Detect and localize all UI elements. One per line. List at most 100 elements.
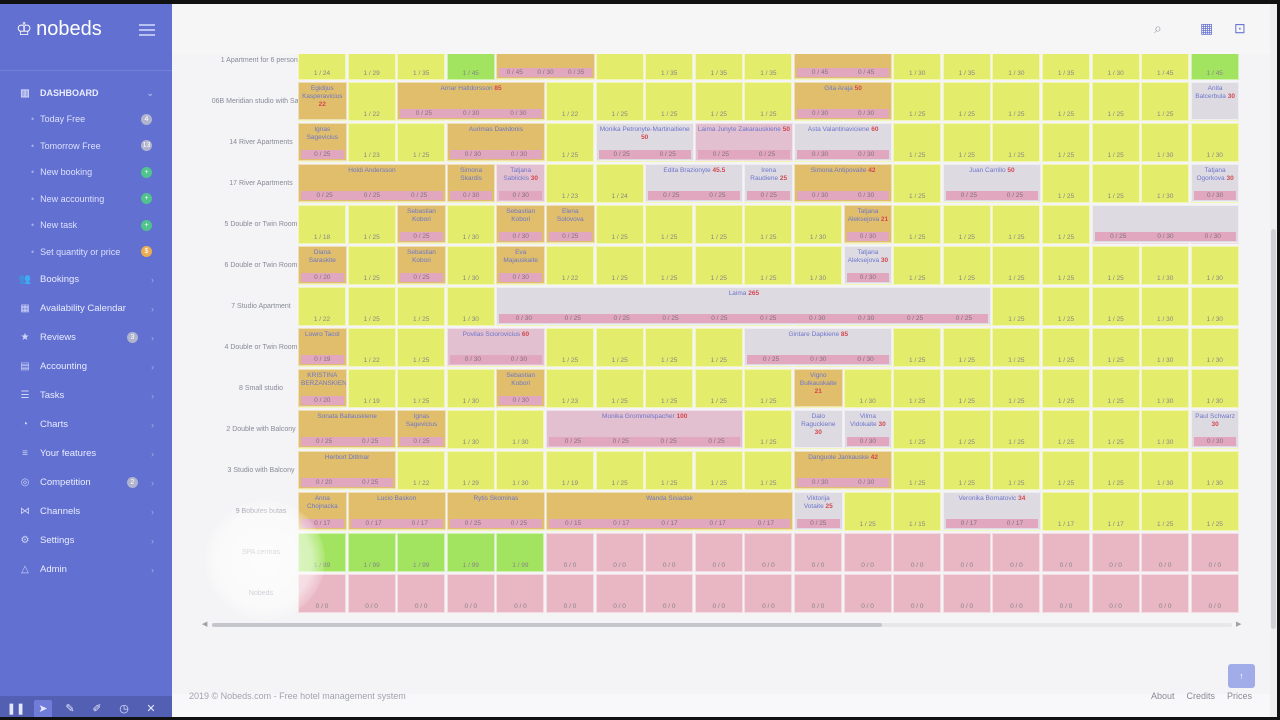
calendar-cell[interactable]: 1 / 25 bbox=[1091, 246, 1140, 285]
booking-block[interactable]: Anita Balcerbula 30 bbox=[1190, 82, 1240, 120]
calendar-cell[interactable]: 0 / 0 bbox=[1042, 533, 1090, 572]
calendar-cell[interactable]: 1 / 25 bbox=[893, 164, 942, 203]
calendar-cell[interactable]: 1 / 25 bbox=[942, 328, 991, 367]
room-label[interactable]: 4 Double or Twin Room bbox=[224, 344, 298, 351]
calendar-cell[interactable]: 1 / 19 bbox=[347, 369, 396, 408]
calendar-cell[interactable]: 1 / 25 bbox=[942, 369, 991, 408]
calendar-cell[interactable]: 1 / 25 bbox=[744, 82, 793, 121]
calendar-cell[interactable]: 1 / 45 bbox=[1190, 54, 1239, 80]
hamburger-menu-icon[interactable] bbox=[139, 24, 155, 36]
calendar-cell[interactable]: 1 / 25 bbox=[1091, 287, 1140, 326]
calendar-cell[interactable]: 1 / 25 bbox=[1091, 82, 1140, 121]
calendar-cell[interactable]: 1 / 30 bbox=[1190, 246, 1239, 285]
calendar-cell[interactable]: 1 / 25 bbox=[992, 246, 1041, 285]
calendar-cell[interactable]: 1 / 30 bbox=[1141, 451, 1190, 490]
calendar-cell[interactable]: 1 / 25 bbox=[645, 328, 694, 367]
calendar-cell[interactable]: 1 / 25 bbox=[1042, 410, 1090, 449]
booking-block[interactable]: Arnar Halldorsson 85 0 / 25 0 / 30 0 / 30 bbox=[397, 82, 545, 120]
booking-block[interactable]: Monika Petronyte-Martinaitiene 50 0 / 25 0… bbox=[595, 123, 694, 161]
calendar-cell[interactable]: 0 / 0 bbox=[992, 574, 1041, 613]
calendar-cell[interactable]: 1 / 30 bbox=[1190, 451, 1239, 490]
calendar-cell[interactable]: 0 / 0 bbox=[1190, 533, 1239, 572]
calendar-cell[interactable]: 1 / 25 bbox=[1042, 369, 1090, 408]
calendar-cell[interactable]: 1 / 99 bbox=[397, 533, 446, 572]
booking-block[interactable]: Juan Carrillo 50 0 / 25 0 / 25 bbox=[942, 164, 1041, 202]
horizontal-scrollbar[interactable]: ◀ ▶ bbox=[202, 621, 1242, 629]
calendar-cell[interactable]: 1 / 23 bbox=[546, 164, 594, 203]
calendar-cell[interactable]: 1 / 25 bbox=[992, 123, 1041, 162]
calendar-cell[interactable]: 1 / 25 bbox=[744, 246, 793, 285]
booking-block[interactable]: Monika Grommelspacher 100 0 / 25 0 / 25 0 /… bbox=[546, 410, 744, 448]
calendar-cell[interactable]: 0 / 0 bbox=[298, 574, 346, 613]
calendar-cell[interactable]: 1 / 25 bbox=[893, 205, 942, 244]
calendar-cell[interactable]: 1 / 25 bbox=[645, 82, 694, 121]
calendar-cell[interactable]: 1 / 30 bbox=[446, 369, 495, 408]
calendar-cell[interactable]: 1 / 23 bbox=[546, 369, 594, 408]
booking-block[interactable]: Herbort Dittmar 0 / 20 0 / 25 bbox=[298, 451, 397, 489]
calendar-cell[interactable]: 1 / 25 bbox=[595, 246, 644, 285]
calendar-cell[interactable]: 1 / 25 bbox=[992, 205, 1041, 244]
sidebar-item[interactable]: ◔ Charts › bbox=[0, 410, 172, 439]
sidebar-item[interactable]: 👥 Bookings › bbox=[0, 265, 172, 294]
calendar-cell[interactable]: 1 / 25 bbox=[595, 82, 644, 121]
booking-block[interactable]: Dalo Raguckiene 30 bbox=[794, 410, 843, 448]
calendar-cell[interactable]: 1 / 25 bbox=[694, 328, 743, 367]
calendar-cell[interactable]: 1 / 25 bbox=[893, 123, 942, 162]
booking-block[interactable]: Vigno Bulkauskaite 21 bbox=[794, 369, 843, 407]
sidebar-subitem[interactable]: New booking + bbox=[0, 159, 172, 186]
calendar-cell[interactable]: 1 / 25 bbox=[942, 451, 991, 490]
calendar-cell[interactable]: 1 / 25 bbox=[893, 451, 942, 490]
booking-block[interactable]: Sebastian Kobori 0 / 30 bbox=[496, 369, 545, 407]
sidebar-item[interactable]: ⋈ Channels › bbox=[0, 497, 172, 526]
calendar-cell[interactable]: 1 / 25 bbox=[1042, 205, 1090, 244]
calendar-cell[interactable]: 1 / 17 bbox=[1091, 492, 1140, 531]
calendar-cell[interactable]: 1 / 30 bbox=[1141, 328, 1190, 367]
booking-block[interactable]: 0 / 45 0 / 30 0 / 35 bbox=[496, 54, 595, 79]
sidebar-item[interactable]: ▤ Accounting › bbox=[0, 352, 172, 381]
calendar-cell[interactable]: 1 / 25 bbox=[546, 328, 594, 367]
calendar-cell[interactable]: 1 / 30 bbox=[446, 246, 495, 285]
calendar-cell[interactable]: 1 / 30 bbox=[1141, 410, 1190, 449]
calendar-cell[interactable]: 0 / 0 bbox=[744, 533, 793, 572]
cursor-icon[interactable]: ➤ bbox=[34, 699, 52, 718]
calendar-cell[interactable]: 1 / 30 bbox=[843, 369, 892, 408]
calendar-cell[interactable]: 1 / 25 bbox=[645, 451, 694, 490]
calendar-cell[interactable]: 1 / 25 bbox=[1042, 82, 1090, 121]
booking-block[interactable]: Eva Majauskaite 0 / 30 bbox=[496, 246, 545, 284]
booking-block[interactable]: Lowro Tacol 0 / 19 bbox=[298, 328, 347, 366]
calendar-cell[interactable]: 1 / 35 bbox=[645, 54, 694, 80]
highlighter-icon[interactable]: ✐ bbox=[92, 703, 102, 715]
vertical-scroll-thumb[interactable] bbox=[1271, 229, 1276, 629]
calendar-cell[interactable]: 1 / 25 bbox=[992, 82, 1041, 121]
calendar-cell[interactable]: 0 / 0 bbox=[595, 533, 644, 572]
room-label[interactable]: 17 River Apartments bbox=[229, 180, 293, 187]
calendar-cell[interactable]: 1 / 30 bbox=[446, 287, 495, 326]
logo[interactable]: ♔ nobeds bbox=[16, 18, 102, 41]
calendar-cell[interactable]: 0 / 0 bbox=[347, 574, 396, 613]
calendar-cell[interactable]: 1 / 45 bbox=[1141, 54, 1190, 80]
calendar-cell[interactable]: 1 / 25 bbox=[942, 205, 991, 244]
calendar-cell[interactable]: 1 / 30 bbox=[1190, 369, 1239, 408]
calendar-cell[interactable]: 1 / 25 bbox=[397, 328, 446, 367]
calendar-cell[interactable]: 0 / 0 bbox=[595, 574, 644, 613]
calendar-cell[interactable]: 1 / 25 bbox=[992, 451, 1041, 490]
calendar-cell[interactable]: 1 / 22 bbox=[546, 82, 594, 121]
calendar-cell[interactable]: 1 / 25 bbox=[744, 451, 793, 490]
calendar-cell[interactable]: 1 / 25 bbox=[694, 246, 743, 285]
calendar-cell[interactable]: 0 / 0 bbox=[843, 533, 892, 572]
calendar-cell[interactable]: 1 / 25 bbox=[1141, 82, 1190, 121]
footer-link-about[interactable]: About bbox=[1150, 691, 1175, 701]
calendar-cell[interactable]: 0 / 0 bbox=[893, 574, 942, 613]
calendar-cell[interactable]: 1 / 25 bbox=[1141, 492, 1190, 531]
calendar-cell[interactable]: 1 / 25 bbox=[397, 123, 446, 162]
calendar-cell[interactable]: 1 / 30 bbox=[496, 410, 545, 449]
booking-block[interactable]: Anna Chojnacka 0 / 17 bbox=[298, 492, 347, 530]
booking-block[interactable]: Vilma Vidokaite 30 0 / 30 bbox=[843, 410, 893, 448]
calendar-cell[interactable]: 1 / 25 bbox=[893, 369, 942, 408]
calendar-cell[interactable]: 1 / 30 bbox=[893, 54, 942, 80]
scroll-right-icon[interactable]: ▶ bbox=[1236, 621, 1242, 628]
calendar-cell[interactable]: 1 / 25 bbox=[1042, 246, 1090, 285]
booking-block[interactable]: Sebastian Kobori 0 / 25 bbox=[397, 205, 446, 243]
room-label[interactable]: 14 River Apartments bbox=[229, 139, 293, 146]
calendar-cell[interactable]: 0 / 0 bbox=[744, 574, 793, 613]
